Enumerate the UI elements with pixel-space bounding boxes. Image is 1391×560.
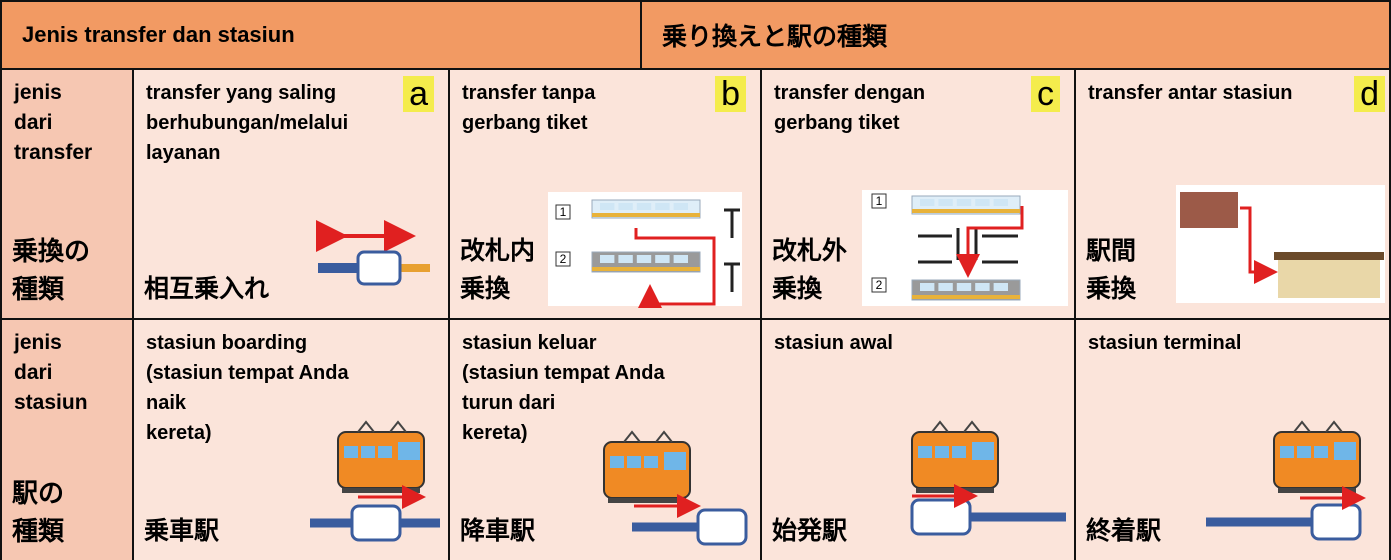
row-label-ja: 乗換の 種類: [12, 232, 90, 308]
text-line: 相互乗入れ: [144, 275, 270, 303]
cell: stasiun boarding (stasiun tempat Anda naik…: [132, 318, 450, 560]
text-line: jenis: [14, 81, 62, 104]
cell-ja: 相互乗入れ: [144, 270, 269, 308]
text-line: transfer: [14, 141, 93, 164]
cell: stasiun awal 始発駅: [760, 318, 1076, 560]
text-line: kereta): [146, 422, 212, 444]
text-line: 乗換: [772, 275, 823, 303]
cell-ja: 改札外 乗換: [772, 232, 847, 308]
text-line: dari: [14, 361, 53, 384]
row-label-text: jenis dari transfer: [14, 78, 92, 168]
text-line: 乗換: [460, 275, 511, 303]
text-line: layanan: [146, 142, 221, 164]
text-line: jenis: [14, 331, 62, 354]
text-line: 降車駅: [460, 517, 536, 545]
text-line: 種類: [12, 274, 65, 304]
text-line: transfer yang saling: [146, 82, 337, 104]
text-line: transfer tanpa: [462, 82, 596, 104]
header-left: Jenis transfer dan stasiun: [0, 0, 642, 70]
text-line: stasiun boarding: [146, 332, 308, 354]
header-text: Jenis transfer dan stasiun: [22, 22, 295, 47]
letter-badge: c: [1031, 76, 1060, 112]
letter-badge: d: [1354, 76, 1385, 112]
cell-title: transfer dengan gerbang tiket: [774, 78, 925, 138]
cell-title: transfer tanpa gerbang tiket: [462, 78, 595, 138]
text-line: 乗換: [1086, 275, 1137, 303]
text-line: 終着駅: [1086, 517, 1162, 545]
cell: transfer dengan gerbang tiket c 改札外乗換: [760, 68, 1076, 320]
cell-ja: 降車駅: [460, 512, 535, 550]
text-line: dari: [14, 111, 53, 134]
text-line: stasiun awal: [774, 332, 893, 354]
text-line: kereta): [462, 422, 528, 444]
cell: stasiun terminal 終着駅: [1074, 318, 1391, 560]
text-line: 乗換の: [12, 236, 91, 266]
cell-ja: 改札内 乗換: [460, 232, 535, 308]
text-line: berhubungan/melalui: [146, 112, 349, 134]
row-label-text: jenis dari stasiun: [14, 328, 88, 418]
text-line: stasiun keluar: [462, 332, 597, 354]
cell-ja: 乗車駅: [144, 512, 219, 550]
cell-ja: 始発駅: [772, 512, 847, 550]
cell-title: stasiun terminal: [1088, 328, 1241, 358]
text-line: stasiun terminal: [1088, 332, 1242, 354]
text-line: stasiun: [14, 391, 88, 414]
text-line: transfer antar stasiun: [1088, 82, 1293, 104]
text-line: (stasiun tempat Anda: [146, 362, 349, 384]
text-line: 駅間: [1086, 237, 1137, 265]
text-line: naik: [146, 392, 187, 414]
cell-title: stasiun boarding (stasiun tempat Anda naik…: [146, 328, 349, 448]
text-line: gerbang tiket: [462, 112, 588, 134]
text-line: 始発駅: [772, 517, 848, 545]
text-line: transfer dengan: [774, 82, 926, 104]
cell-title: stasiun awal: [774, 328, 893, 358]
row-label: jenis dari transfer 乗換の種類: [0, 68, 134, 320]
cell-ja: 駅間 乗換: [1086, 232, 1136, 308]
text-line: gerbang tiket: [774, 112, 900, 134]
row-label-ja: 駅の 種類: [12, 474, 64, 550]
header-text: 乗り換えと駅の種類: [662, 23, 888, 51]
text-line: turun dari: [462, 392, 556, 414]
cell-title: stasiun keluar (stasiun tempat Anda turun …: [462, 328, 665, 448]
text-line: 種類: [12, 516, 65, 546]
cell-title: transfer antar stasiun: [1088, 78, 1293, 108]
cell-title: transfer yang saling berhubungan/melalui l…: [146, 78, 348, 168]
cell: transfer yang saling berhubungan/melalui l…: [132, 68, 450, 320]
text-line: 駅の: [12, 478, 65, 508]
cell-ja: 終着駅: [1086, 512, 1161, 550]
row-label: jenis dari stasiun 駅の種類: [0, 318, 134, 560]
letter-badge: a: [403, 76, 434, 112]
header-right: 乗り換えと駅の種類: [640, 0, 1391, 70]
cell: transfer tanpa gerbang tiket b 改札内乗換: [448, 68, 762, 320]
letter-badge: b: [715, 76, 746, 112]
text-line: 改札内: [460, 237, 536, 265]
cell: transfer antar stasiun d 駅間乗換: [1074, 68, 1391, 320]
text-line: (stasiun tempat Anda: [462, 362, 665, 384]
cell: stasiun keluar (stasiun tempat Anda turun …: [448, 318, 762, 560]
text-line: 改札外: [772, 237, 848, 265]
text-line: 乗車駅: [144, 517, 220, 545]
